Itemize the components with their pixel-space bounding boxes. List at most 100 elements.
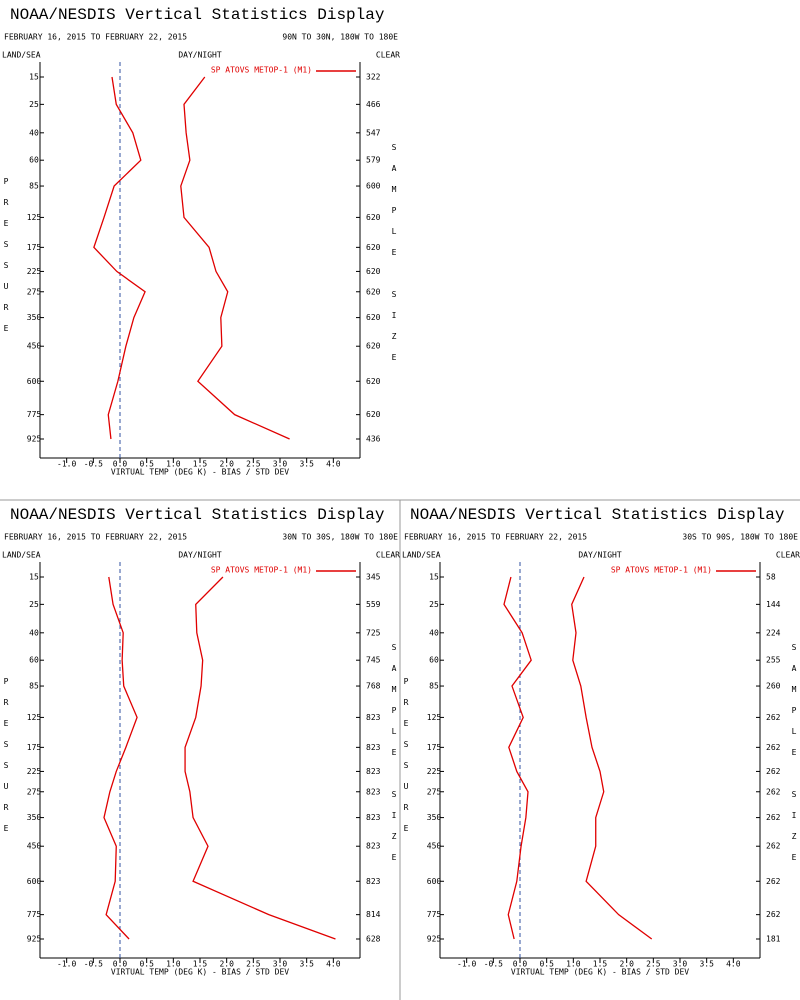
sample-size: 620: [366, 313, 381, 322]
y-tick-label: 25: [29, 600, 39, 609]
sample-size: 620: [366, 243, 381, 252]
x-tick-label: 1.5: [193, 460, 208, 469]
sample-size: 725: [366, 628, 381, 637]
x-tick-label: 1.0: [166, 460, 181, 469]
y-tick-label: 25: [29, 100, 39, 109]
subtitle: FEBRUARY 16, 2015 TO FEBRUARY 22, 2015: [4, 533, 187, 542]
subtitle: FEBRUARY 16, 2015 TO FEBRUARY 22, 2015: [404, 533, 587, 542]
sample-size: 579: [366, 156, 381, 165]
y-tick-label: 60: [29, 156, 39, 165]
title: NOAA/NESDIS Vertical Statistics Display: [10, 6, 385, 24]
legend-label: SP ATOVS METOP-1 (M1): [211, 66, 312, 75]
y-axis-label: PRESSURE: [402, 677, 411, 845]
y-tick-label: 125: [427, 713, 442, 722]
sample-size: 600: [366, 182, 381, 191]
x-tick-label: 3.5: [299, 460, 314, 469]
y-tick-label: 275: [27, 787, 42, 796]
y-tick-label: 350: [27, 313, 42, 322]
sample-size: 620: [366, 267, 381, 276]
sample-size: 823: [366, 713, 381, 722]
x-tick-label: 2.5: [246, 960, 261, 969]
x-tick-label: 0.5: [139, 460, 154, 469]
sample-size: 224: [766, 628, 781, 637]
land-sea: LAND/SEA: [402, 551, 441, 560]
sample-size: 620: [366, 377, 381, 386]
sample-size: 823: [366, 787, 381, 796]
y-tick-label: 40: [29, 128, 39, 137]
y-tick-label: 775: [427, 910, 442, 919]
x-tick-label: -1.0: [57, 960, 76, 969]
sample-size: 466: [366, 100, 381, 109]
x-tick-label: 3.0: [673, 960, 688, 969]
land-sea: LAND/SEA: [2, 51, 41, 60]
y-tick-label: 225: [427, 767, 442, 776]
x-tick-label: 0.0: [113, 460, 128, 469]
x-tick-label: 4.0: [326, 460, 341, 469]
region: 30N TO 30S, 180W TO 180E: [282, 533, 398, 542]
sample-size: 436: [366, 435, 381, 444]
y-tick-label: 85: [429, 682, 439, 691]
x-tick-label: -0.5: [84, 460, 103, 469]
profile-line: [103, 576, 138, 940]
x-tick-label: -1.0: [57, 460, 76, 469]
profile-line: [93, 76, 146, 440]
y-tick-label: 15: [29, 573, 39, 582]
sample-size: 768: [366, 682, 381, 691]
y-tick-label: 40: [29, 628, 39, 637]
y-tick-label: 925: [427, 935, 442, 944]
x-axis-label: VIRTUAL TEMP (DEG K) - BIAS / STD DEV: [511, 968, 689, 977]
profile-line: [184, 576, 336, 940]
profile-line: [180, 76, 290, 440]
sample-size: 181: [766, 935, 781, 944]
y-tick-label: 600: [27, 877, 42, 886]
y-tick-label: 15: [29, 73, 39, 82]
day-night: DAY/NIGHT: [178, 51, 222, 60]
x-tick-label: 1.5: [593, 960, 608, 969]
y-tick-label: 450: [427, 842, 442, 851]
y-tick-label: 175: [27, 243, 42, 252]
sample-size: 262: [766, 787, 781, 796]
sample-size: 620: [366, 287, 381, 296]
y-axis-label: PRESSURE: [2, 677, 11, 845]
y-tick-label: 225: [27, 767, 42, 776]
panel: NOAA/NESDIS Vertical Statistics Display F…: [2, 6, 401, 476]
x-tick-label: 1.0: [166, 960, 181, 969]
x-tick-label: -0.5: [484, 960, 503, 969]
y-tick-label: 925: [27, 935, 42, 944]
sample-size: 620: [366, 410, 381, 419]
y-tick-label: 925: [27, 435, 42, 444]
profile-line: [571, 576, 653, 940]
x-tick-label: 4.0: [326, 960, 341, 969]
y-tick-label: 350: [27, 813, 42, 822]
sample-size: 823: [366, 767, 381, 776]
y-tick-label: 275: [427, 787, 442, 796]
sample-size: 262: [766, 713, 781, 722]
x-axis-label: VIRTUAL TEMP (DEG K) - BIAS / STD DEV: [111, 468, 289, 477]
day-night: DAY/NIGHT: [178, 551, 222, 560]
x-tick-label: -1.0: [457, 960, 476, 969]
sample-size: 255: [766, 656, 781, 665]
x-tick-label: 3.0: [273, 960, 288, 969]
x-tick-label: 2.0: [219, 460, 234, 469]
x-tick-label: 3.5: [299, 960, 314, 969]
sample-size: 262: [766, 743, 781, 752]
y-tick-label: 40: [429, 628, 439, 637]
y-tick-label: 775: [27, 910, 42, 919]
panel: NOAA/NESDIS Vertical Statistics Display F…: [402, 506, 800, 976]
y-axis-label: PRESSURE: [2, 177, 11, 345]
x-tick-label: 2.5: [246, 460, 261, 469]
day-night: DAY/NIGHT: [578, 551, 622, 560]
y-tick-label: 85: [29, 182, 39, 191]
sample-size: 262: [766, 813, 781, 822]
x-tick-label: 1.5: [193, 960, 208, 969]
x-tick-label: 4.0: [726, 960, 741, 969]
y-tick-label: 25: [429, 600, 439, 609]
profile-line: [503, 576, 532, 940]
sample-size: 814: [366, 910, 381, 919]
x-tick-label: 2.5: [646, 960, 661, 969]
panel: NOAA/NESDIS Vertical Statistics Display F…: [2, 506, 401, 976]
legend-label: SP ATOVS METOP-1 (M1): [211, 566, 312, 575]
x-tick-label: 1.0: [566, 960, 581, 969]
x-tick-label: 0.0: [513, 960, 528, 969]
